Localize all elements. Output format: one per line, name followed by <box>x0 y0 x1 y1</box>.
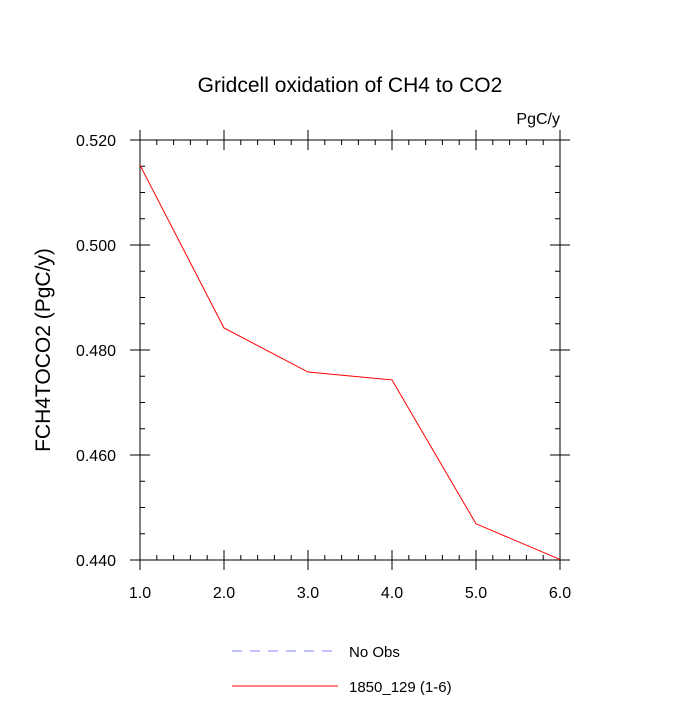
units-label: PgC/y <box>516 111 560 128</box>
x-tick-label: 3.0 <box>297 585 319 602</box>
series-layer <box>140 165 560 559</box>
axis-ticks: 1.0 2.0 3.0 4.0 5.0 6.0 0.440 0.460 0.480 0.500 0.… <box>76 130 571 602</box>
legend-label: 1850_129 (1-6) <box>349 679 452 696</box>
y-tick-label: 0.440 <box>76 553 116 570</box>
x-tick-label: 6.0 <box>549 585 571 602</box>
x-tick-label: 2.0 <box>213 585 235 602</box>
y-axis-label: FCH4TOCO2 (PgC/y) <box>32 248 55 452</box>
y-tick-label: 0.480 <box>76 343 116 360</box>
plot-frame <box>140 140 560 560</box>
legend-label: No Obs <box>349 644 400 661</box>
y-tick-label: 0.460 <box>76 448 116 465</box>
x-tick-label: 1.0 <box>129 585 151 602</box>
legend: No Obs 1850_129 (1-6) <box>232 644 452 696</box>
chart-title: Gridcell oxidation of CH4 to CO2 <box>198 74 503 97</box>
x-tick-label: 4.0 <box>381 585 403 602</box>
y-tick-label: 0.520 <box>76 133 116 150</box>
series-line-1 <box>140 165 560 559</box>
y-tick-label: 0.500 <box>76 238 116 255</box>
x-tick-label: 5.0 <box>465 585 487 602</box>
